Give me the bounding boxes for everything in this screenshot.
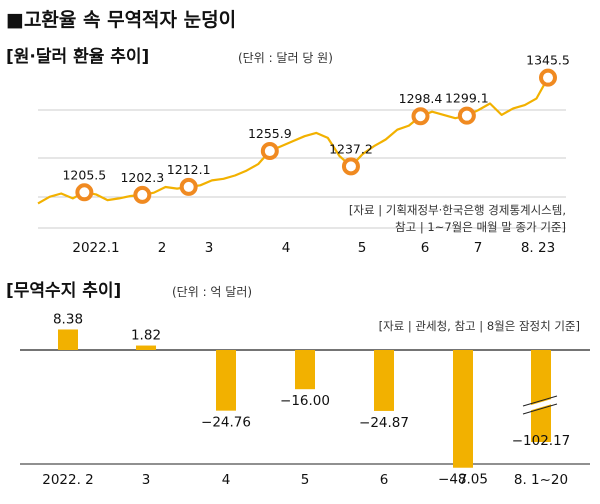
exchange-rate-x-axis: 2022.1 2 3 4 5 6 7 8. 23: [72, 240, 555, 256]
trade-balance-x-tick: 7: [459, 472, 468, 488]
exchange-rate-marker: [411, 107, 430, 126]
headline: ■고환율 속 무역적자 눈덩이: [6, 9, 236, 31]
exchange-rate-x-tick: 4: [282, 240, 291, 256]
trade-balance-value-label: −16.00: [280, 393, 330, 409]
exchange-rate-marker: [75, 183, 94, 202]
exchange-rate-marker: [539, 68, 557, 87]
exchange-rate-marker: [260, 142, 279, 161]
trade-balance-bar: [216, 350, 236, 411]
trade-balance-x-axis: 2022. 2 3 4 5 6 7 8. 1~20: [42, 472, 568, 488]
trade-balance-plot: 8.38 1.82 −24.76 −16.00 −24.87 −48.05 −102.17: [20, 311, 590, 488]
trade-balance-bar: [453, 350, 473, 468]
exchange-rate-x-tick: 7: [474, 240, 483, 256]
exchange-rate-source-line-1: [자료 | 기획재정부·한국은행 경제통계시스템,: [349, 203, 566, 217]
exchange-rate-marker: [457, 106, 476, 125]
exchange-rate-x-tick: 2022.1: [72, 240, 119, 256]
exchange-rate-value-label: 1237.2: [329, 141, 373, 156]
trade-balance-bar: [136, 345, 156, 350]
exchange-rate-x-tick: 5: [358, 240, 367, 256]
trade-balance-title: [무역수지 추이]: [6, 281, 121, 301]
trade-balance-value-label: −48.05: [438, 472, 488, 488]
exchange-rate-x-tick: 3: [205, 240, 214, 256]
exchange-rate-value-label: 1202.3: [120, 170, 164, 185]
exchange-rate-value-label: 1299.1: [445, 91, 489, 106]
trade-balance-x-tick: 2022. 2: [42, 472, 94, 488]
exchange-rate-marker: [341, 157, 360, 176]
trade-balance-bar: [295, 350, 315, 390]
exchange-rate-value-label: 1345.5: [526, 53, 570, 68]
trade-balance-unit: (단위 : 억 달러): [172, 285, 252, 299]
exchange-rate-x-tick: 8. 23: [521, 240, 555, 256]
exchange-rate-value-label: 1212.1: [167, 162, 211, 177]
exchange-rate-marker: [133, 185, 152, 204]
trade-balance-source: [자료 | 관세청, 참고 | 8월은 잠정치 기준]: [379, 319, 580, 333]
trade-balance-bar: [374, 350, 394, 411]
trade-balance-bar: [531, 350, 551, 442]
exchange-rate-value-label: 1255.9: [248, 126, 292, 141]
trade-balance-value-label: 8.38: [53, 311, 83, 327]
trade-balance-x-tick: 6: [380, 472, 389, 488]
trade-balance-value-label: −24.76: [201, 415, 251, 431]
exchange-rate-source-line-2: 참고 | 1~7월은 매월 말 종가 기준]: [395, 220, 566, 234]
axis-break-mark: [522, 403, 558, 415]
trade-balance-x-tick: 8. 1~20: [514, 472, 568, 488]
exchange-rate-marker: [179, 177, 198, 196]
exchange-rate-x-tick: 6: [421, 240, 430, 256]
trade-balance-value-label: 1.82: [131, 328, 161, 344]
exchange-rate-value-label: 1298.4: [399, 91, 443, 106]
trade-balance-value-label: −102.17: [512, 433, 571, 449]
axis-break-mark: [522, 395, 558, 407]
axis-break-gap: [522, 397, 558, 413]
exchange-rate-value-label: 1205.5: [62, 167, 106, 182]
trade-balance-value-label: −24.87: [359, 415, 409, 431]
trade-balance-x-tick: 5: [301, 472, 310, 488]
trade-balance-x-tick: 4: [222, 472, 231, 488]
exchange-rate-unit: (단위 : 달러 당 원): [238, 51, 333, 65]
exchange-rate-x-tick: 2: [158, 240, 167, 256]
trade-balance-bar: [58, 329, 78, 350]
exchange-rate-title: [원·달러 환율 추이]: [6, 46, 149, 67]
trade-balance-x-tick: 3: [142, 472, 151, 488]
